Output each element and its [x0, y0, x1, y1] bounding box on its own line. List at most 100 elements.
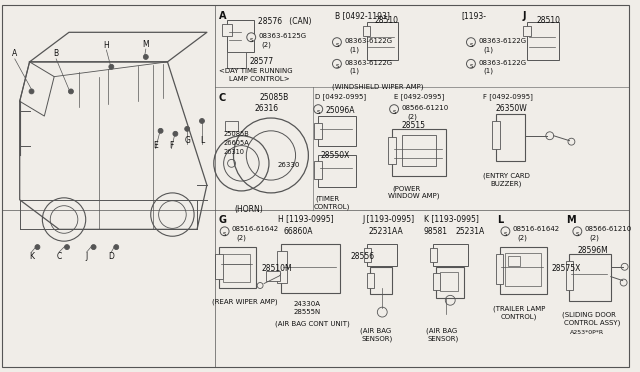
Text: 25085B: 25085B: [259, 93, 289, 102]
Text: M: M: [566, 215, 576, 225]
Bar: [367, 244, 397, 266]
Text: (REAR WIPER AMP): (REAR WIPER AMP): [212, 298, 278, 305]
Circle shape: [109, 64, 114, 69]
Text: J: J: [86, 253, 88, 262]
Bar: [223, 254, 250, 282]
Text: LAMP CONTROL>: LAMP CONTROL>: [228, 76, 289, 82]
Bar: [371, 267, 392, 294]
Text: 28577: 28577: [249, 57, 273, 66]
Bar: [570, 254, 611, 301]
Text: CONTROL): CONTROL): [314, 204, 349, 210]
Text: 08363-6122G: 08363-6122G: [479, 60, 527, 66]
Text: (HORN): (HORN): [234, 205, 263, 214]
Bar: [433, 273, 440, 291]
Text: (1): (1): [484, 46, 493, 52]
Text: H: H: [104, 41, 109, 49]
Text: S: S: [335, 43, 339, 48]
Bar: [227, 52, 246, 68]
Bar: [506, 253, 541, 286]
Text: 25231A: 25231A: [455, 227, 484, 236]
Text: S: S: [469, 64, 473, 70]
Text: B [0492-1193]: B [0492-1193]: [335, 11, 390, 20]
Circle shape: [247, 33, 255, 42]
Text: 26350W: 26350W: [495, 104, 527, 113]
Text: <DAY TIME RUNNING: <DAY TIME RUNNING: [219, 68, 292, 74]
Bar: [367, 22, 398, 60]
Circle shape: [467, 60, 476, 68]
Bar: [318, 116, 356, 145]
Bar: [221, 25, 232, 36]
Text: 28510: 28510: [374, 16, 398, 25]
Text: WINDOW AMP): WINDOW AMP): [388, 193, 440, 199]
Bar: [367, 273, 374, 288]
Text: [1193-: [1193-: [461, 11, 486, 20]
Text: BUZZER): BUZZER): [491, 180, 522, 187]
Text: C: C: [56, 253, 61, 262]
Text: CONTROL ASSY): CONTROL ASSY): [564, 319, 620, 326]
Text: L: L: [200, 136, 204, 145]
Text: 08516-61642: 08516-61642: [232, 227, 278, 232]
Text: D [0492-0995]: D [0492-0995]: [316, 93, 366, 100]
Bar: [499, 247, 547, 294]
Bar: [225, 121, 239, 131]
Text: A253*0P*R: A253*0P*R: [570, 330, 604, 335]
Text: (1): (1): [484, 68, 493, 74]
Text: A: A: [12, 49, 17, 58]
Bar: [227, 20, 254, 52]
Text: S: S: [335, 64, 339, 70]
Text: 26310: 26310: [223, 148, 244, 154]
Bar: [314, 161, 322, 179]
Text: 28555N: 28555N: [294, 309, 321, 315]
Bar: [388, 137, 396, 164]
Bar: [219, 247, 256, 288]
Text: 26316: 26316: [254, 104, 278, 113]
Text: G: G: [219, 215, 227, 225]
Text: (WINDSHIELD WIPER AMP): (WINDSHIELD WIPER AMP): [332, 84, 424, 90]
Text: 08516-61642: 08516-61642: [512, 227, 559, 232]
Text: A: A: [219, 11, 226, 20]
Text: 98581: 98581: [424, 227, 447, 236]
Text: (1): (1): [349, 46, 360, 52]
Text: E [0492-0995]: E [0492-0995]: [394, 93, 444, 100]
Text: (ENTRY CARD: (ENTRY CARD: [483, 172, 530, 179]
Bar: [523, 26, 531, 36]
Bar: [215, 254, 223, 279]
Text: 28596M: 28596M: [577, 246, 608, 255]
Circle shape: [143, 54, 148, 60]
Bar: [433, 244, 468, 266]
Text: (AIR BAG: (AIR BAG: [360, 328, 391, 334]
Text: 08363-6122G: 08363-6122G: [345, 38, 393, 44]
Bar: [495, 114, 525, 161]
Text: (TIMER: (TIMER: [316, 196, 339, 202]
Text: 08566-61210: 08566-61210: [584, 227, 632, 232]
Text: S: S: [575, 232, 579, 237]
Bar: [277, 251, 287, 283]
Text: 28510M: 28510M: [261, 264, 292, 273]
Circle shape: [333, 38, 341, 46]
Circle shape: [158, 128, 163, 133]
Circle shape: [68, 89, 74, 94]
Bar: [527, 22, 559, 60]
Text: 25085B: 25085B: [223, 131, 250, 137]
Bar: [281, 244, 340, 294]
Bar: [402, 135, 436, 166]
Text: B: B: [54, 49, 59, 58]
Circle shape: [65, 245, 70, 250]
Text: 25231AA: 25231AA: [369, 227, 403, 236]
Text: 28576   (CAN): 28576 (CAN): [258, 16, 312, 26]
Text: J [1193-0995]: J [1193-0995]: [363, 215, 415, 224]
Circle shape: [314, 105, 323, 113]
Text: S: S: [250, 38, 253, 43]
Bar: [495, 254, 504, 283]
Text: 28575X: 28575X: [552, 264, 581, 273]
Text: 08363-6125G: 08363-6125G: [258, 33, 307, 39]
Text: S: S: [469, 43, 473, 48]
Bar: [436, 267, 464, 298]
Text: 25096A: 25096A: [325, 106, 355, 115]
Text: F [0492-0995]: F [0492-0995]: [483, 93, 532, 100]
Text: M: M: [143, 40, 149, 49]
Text: G: G: [184, 136, 190, 145]
Text: (POWER: (POWER: [392, 185, 420, 192]
Text: 08363-6122G: 08363-6122G: [479, 38, 527, 44]
Text: (2): (2): [589, 234, 599, 241]
